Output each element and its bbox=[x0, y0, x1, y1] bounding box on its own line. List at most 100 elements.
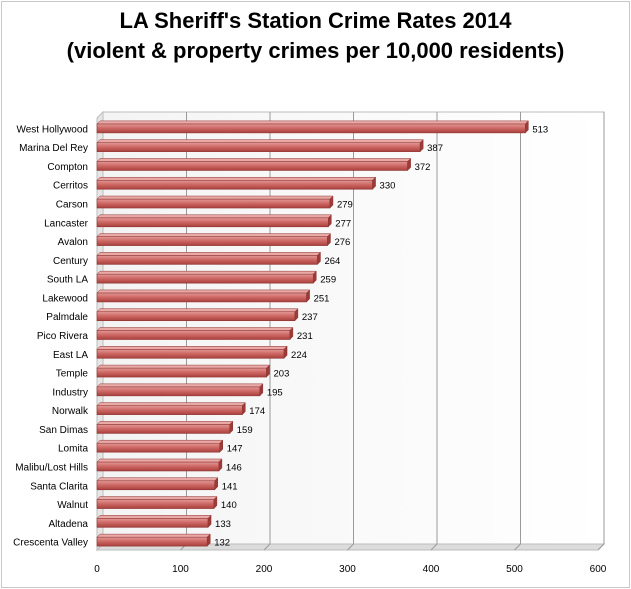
bar-top bbox=[96, 233, 332, 237]
bar-top bbox=[96, 195, 334, 200]
data-label: 174 bbox=[249, 406, 265, 417]
bar bbox=[96, 386, 261, 397]
bar-end bbox=[207, 514, 212, 528]
x-tick-label: 100 bbox=[172, 564, 189, 575]
gridline-floor bbox=[514, 543, 521, 551]
data-label: 387 bbox=[427, 143, 443, 154]
bar-end bbox=[372, 176, 376, 190]
data-label: 133 bbox=[215, 519, 231, 530]
data-label: 132 bbox=[214, 538, 230, 549]
bar-end bbox=[525, 120, 529, 134]
category-label: Norwalk bbox=[52, 406, 89, 417]
bar-top bbox=[96, 176, 377, 181]
bar-top bbox=[96, 421, 234, 425]
data-label: 279 bbox=[337, 200, 353, 211]
bar bbox=[96, 236, 328, 246]
data-label: 140 bbox=[221, 500, 237, 511]
category-label: Walnut bbox=[57, 500, 88, 511]
bar-top bbox=[96, 533, 211, 538]
bar-top bbox=[96, 120, 529, 125]
data-label: 224 bbox=[291, 350, 307, 361]
category-label: Avalon bbox=[58, 237, 88, 248]
bar-top bbox=[96, 252, 322, 256]
bar bbox=[96, 442, 221, 453]
chart-title-line2: (violent & property crimes per 10,000 re… bbox=[66, 38, 565, 63]
data-label: 251 bbox=[314, 293, 330, 304]
bar-end bbox=[313, 270, 317, 284]
category-label: Santa Clarita bbox=[30, 481, 88, 492]
category-label: West Hollywood bbox=[16, 124, 88, 135]
bar-top bbox=[96, 289, 311, 294]
category-label: San Dimas bbox=[39, 425, 88, 436]
bar bbox=[96, 292, 307, 303]
category-label: Carson bbox=[56, 200, 88, 211]
bar bbox=[96, 536, 208, 547]
data-label: 330 bbox=[380, 181, 396, 192]
x-tick-label: 400 bbox=[423, 564, 440, 575]
bar-end bbox=[266, 364, 270, 378]
category-label: Industry bbox=[52, 387, 88, 398]
bar bbox=[96, 330, 291, 340]
gridline-floor bbox=[430, 543, 438, 551]
bar-end bbox=[259, 383, 264, 397]
bar-end bbox=[419, 139, 424, 153]
bar-end bbox=[329, 195, 334, 209]
bar-top bbox=[96, 496, 218, 500]
bar-top bbox=[96, 477, 219, 482]
bar-top bbox=[96, 346, 288, 350]
category-label: Lakewood bbox=[42, 293, 88, 304]
gridline-floor bbox=[263, 543, 271, 551]
category-label: Temple bbox=[56, 369, 89, 380]
bar-end bbox=[218, 458, 223, 472]
x-tick-label: 500 bbox=[506, 564, 523, 575]
category-label: Lomita bbox=[58, 444, 88, 455]
bar bbox=[96, 198, 331, 209]
bar bbox=[96, 367, 267, 378]
x-tick-label: 200 bbox=[256, 564, 273, 575]
chart-title: LA Sheriff's Station Crime Rates 2014 (v… bbox=[0, 6, 631, 66]
category-label: South LA bbox=[47, 275, 88, 286]
bar-top bbox=[96, 402, 246, 406]
x-tick-label: 0 bbox=[94, 564, 100, 575]
bar bbox=[96, 405, 243, 415]
bar-end bbox=[306, 289, 310, 303]
data-label: 513 bbox=[532, 124, 548, 135]
bar-end bbox=[407, 157, 411, 172]
bar-top bbox=[96, 214, 332, 219]
data-label: 159 bbox=[237, 425, 253, 436]
bar-top bbox=[96, 158, 412, 162]
bar-top bbox=[96, 383, 264, 388]
bar bbox=[96, 161, 408, 171]
data-label: 264 bbox=[324, 256, 340, 267]
data-label: 231 bbox=[297, 331, 313, 342]
bar-end bbox=[289, 326, 294, 341]
bar-end bbox=[317, 251, 321, 265]
gridline-floor bbox=[347, 543, 354, 551]
category-label: Cerritos bbox=[53, 181, 88, 192]
bar-end bbox=[213, 495, 218, 510]
data-label: 372 bbox=[415, 162, 431, 173]
bar bbox=[96, 480, 216, 491]
data-label: 141 bbox=[222, 481, 238, 492]
chart-title-line1: LA Sheriff's Station Crime Rates 2014 bbox=[119, 8, 512, 33]
category-label: Compton bbox=[47, 162, 88, 173]
category-label: East LA bbox=[53, 350, 88, 361]
data-label: 276 bbox=[334, 237, 350, 248]
category-label: Malibu/Lost Hills bbox=[15, 462, 88, 473]
bar bbox=[96, 518, 209, 528]
bar bbox=[96, 461, 220, 472]
bar-top bbox=[96, 308, 299, 312]
category-label: Altadena bbox=[49, 519, 89, 530]
data-label: 203 bbox=[274, 369, 290, 380]
bar-end bbox=[294, 308, 299, 322]
bar-top bbox=[96, 139, 424, 143]
category-label: Crescenta Valley bbox=[13, 538, 88, 549]
data-label: 195 bbox=[267, 387, 283, 398]
bar-end bbox=[328, 214, 332, 228]
bar bbox=[96, 217, 329, 228]
bar-end bbox=[327, 232, 331, 247]
bar bbox=[96, 255, 318, 265]
category-label: Palmdale bbox=[46, 312, 88, 323]
category-label: Century bbox=[53, 256, 88, 267]
bar-end bbox=[229, 420, 234, 435]
